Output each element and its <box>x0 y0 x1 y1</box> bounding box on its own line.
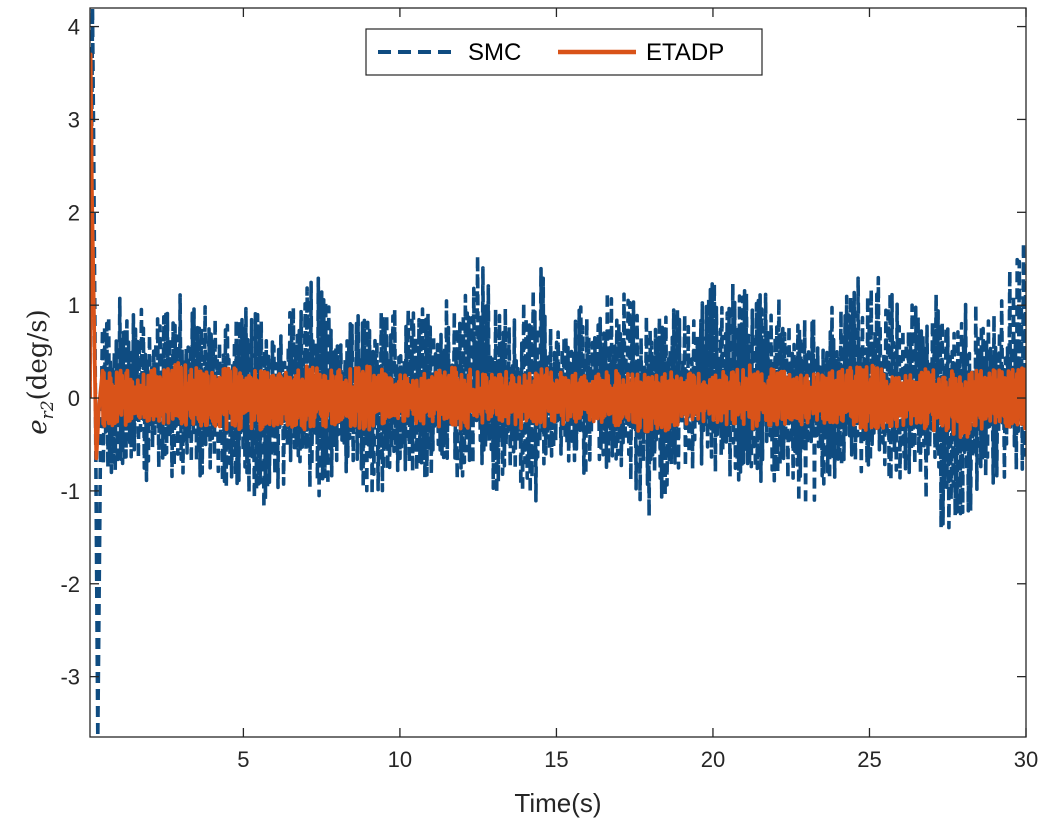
y-tick-label: 0 <box>68 386 80 411</box>
x-tick-label: 25 <box>857 747 881 772</box>
y-tick-label: -2 <box>60 572 80 597</box>
y-axis-title-subscript: r2 <box>38 400 58 419</box>
x-tick-label: 10 <box>388 747 412 772</box>
x-tick-label: 20 <box>701 747 725 772</box>
series-line-etadp <box>90 52 1026 461</box>
x-tick-label: 15 <box>544 747 568 772</box>
series-layer <box>90 8 1026 737</box>
legend: SMC ETADP <box>365 28 763 76</box>
legend-label-smc: SMC <box>468 39 521 66</box>
y-tick-label: -1 <box>60 479 80 504</box>
legend-label-etadp: ETADP <box>646 39 724 66</box>
y-tick-label: -3 <box>60 665 80 690</box>
y-tick-label: 1 <box>68 293 80 318</box>
y-axis-title-base: e <box>23 419 53 434</box>
x-tick-label: 30 <box>1014 747 1038 772</box>
x-axis-title: Time(s) <box>514 788 601 818</box>
y-tick-label: 2 <box>68 200 80 225</box>
x-tick-label: 5 <box>237 747 249 772</box>
y-axis-title-units: (deg/s) <box>23 309 53 400</box>
y-axis-title: er2(deg/s) <box>23 309 58 434</box>
axes-frame <box>89 7 1027 738</box>
axis-ticks: 5 10 15 20 25 30 -3 -2 -1 0 1 2 3 4 <box>60 8 1038 772</box>
y-tick-label: 4 <box>68 15 80 40</box>
y-tick-label: 3 <box>68 107 80 132</box>
plot-frame <box>89 7 1027 738</box>
